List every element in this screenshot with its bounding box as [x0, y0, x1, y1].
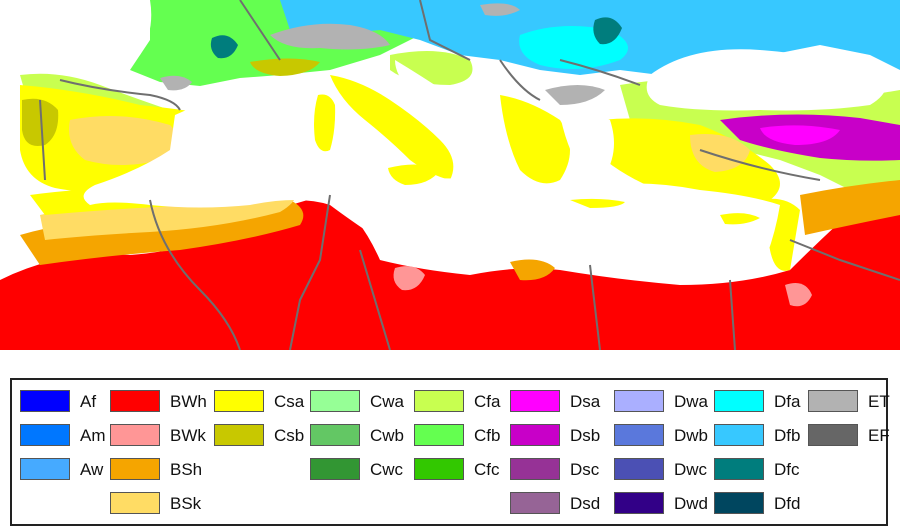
legend-swatch [20, 458, 70, 480]
zone-csa-anatolia [600, 118, 780, 202]
country-borders [39, 0, 900, 350]
zone-dfc-massif [210, 35, 238, 59]
legend-label: Cfc [474, 460, 500, 479]
legend-label: Cfb [474, 426, 501, 445]
legend-swatch [510, 492, 560, 514]
legend-swatch [310, 424, 360, 446]
legend-swatch [714, 424, 764, 446]
legend-swatch [310, 458, 360, 480]
atlantic-ocean [0, 0, 152, 78]
legend-swatch [414, 458, 464, 480]
zone-csb-portugal [22, 98, 59, 146]
legend-swatch [310, 390, 360, 412]
island-corsica-sardinia [314, 94, 336, 152]
aegean-sea [560, 113, 614, 176]
legend-swatch [110, 458, 160, 480]
legend-swatch [510, 458, 560, 480]
legend-label: Dwb [674, 426, 709, 445]
legend-swatch [510, 390, 560, 412]
zone-et-alps [270, 23, 390, 50]
legend-label: Dwd [674, 494, 709, 513]
legend-label: Cwb [370, 426, 405, 445]
climate-legend: Af Am Aw BWh BWk BSh BSk Csa Csb Cwa Cwb Cwc Cfa Cfb C… [10, 378, 890, 526]
zone-bwh-north-africa [0, 190, 900, 350]
legend-label: Dfb [774, 426, 801, 445]
zone-bwk-levant [785, 282, 812, 307]
legend-swatch [110, 424, 160, 446]
legend-label: BSh [170, 460, 203, 479]
legend-swatch [20, 424, 70, 446]
legend-label: Dsa [570, 392, 601, 411]
zone-csb-coast [250, 58, 320, 76]
legend-label: Am [80, 426, 106, 445]
legend-label: Csa [274, 392, 305, 411]
legend-label: Dsb [570, 426, 601, 445]
island-crete [570, 198, 625, 208]
legend-label: Aw [80, 460, 104, 479]
legend-label: BWk [170, 426, 206, 445]
legend-label: Csb [274, 426, 305, 445]
zone-bwk-libya [393, 266, 425, 291]
zone-bsk-anatolia [690, 134, 750, 172]
legend-label: Dsd [570, 494, 601, 513]
legend-label: Cwc [370, 460, 404, 479]
legend-label: Cfa [474, 392, 501, 411]
legend-swatch [510, 424, 560, 446]
legend-swatch [414, 424, 464, 446]
legend-swatch [714, 492, 764, 514]
legend-swatch [614, 424, 664, 446]
zone-dsa-east-anatolia [760, 125, 840, 145]
legend-label: EF [868, 426, 890, 445]
legend-swatch [714, 458, 764, 480]
legend-label: BWh [170, 392, 207, 411]
legend-swatch [808, 390, 858, 412]
legend-swatch [214, 390, 264, 412]
legend-label: Dwc [674, 460, 708, 479]
zone-bsk-iberia [69, 116, 178, 165]
legend-swatch [614, 492, 664, 514]
island-sicily [388, 164, 440, 185]
legend-label: Dfc [774, 460, 800, 479]
black-sea [646, 49, 886, 111]
zone-csa-italy [330, 75, 454, 180]
legend-swatch [414, 390, 464, 412]
climate-map [0, 0, 900, 350]
zone-csa-greece [500, 95, 570, 184]
mediterranean-sea [83, 79, 434, 240]
zone-et-carpathians [545, 85, 605, 105]
legend-label: Dfa [774, 392, 801, 411]
legend-swatch [110, 390, 160, 412]
legend-label: ET [868, 392, 890, 411]
legend-label: Af [80, 392, 97, 411]
legend-label: Cwa [370, 392, 405, 411]
legend-swatch [614, 390, 664, 412]
zone-et-tatra [480, 3, 520, 16]
zone-dfc-carpathian [593, 17, 622, 45]
legend-label: Dsc [570, 460, 600, 479]
legend-swatch [614, 458, 664, 480]
zone-et-pyrenees [160, 75, 192, 91]
legend-swatch [20, 390, 70, 412]
legend-swatch [110, 492, 160, 514]
zone-bsh-syria [800, 180, 900, 235]
legend-label: Dfd [774, 494, 801, 513]
legend-swatch [214, 424, 264, 446]
legend-label: BSk [170, 494, 202, 513]
legend-swatch [714, 390, 764, 412]
legend-swatch [808, 424, 858, 446]
adriatic-sea [395, 60, 495, 147]
legend-label: Dwa [674, 392, 709, 411]
island-cyprus [720, 213, 760, 225]
zone-bsh-libya [510, 259, 555, 281]
mediterranean-east [400, 178, 780, 266]
